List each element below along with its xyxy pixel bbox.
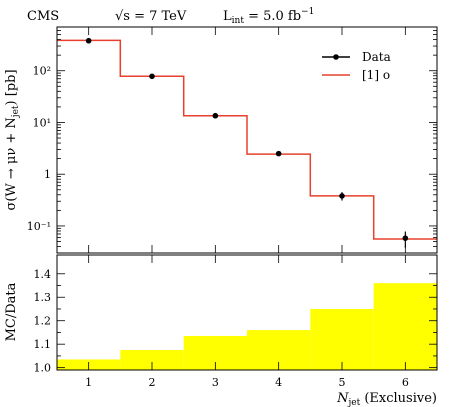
legend: Data [1] o xyxy=(322,50,391,82)
x-tick-label: 2 xyxy=(149,376,156,389)
luminosity-label: Lint = 5.0 fb−1 xyxy=(223,7,314,26)
data-point xyxy=(85,37,92,44)
main-plot-frame xyxy=(56,26,438,254)
ratio-plot-frame xyxy=(56,254,438,371)
ratio-bar xyxy=(373,283,437,370)
ratio-bar xyxy=(120,350,184,370)
y-tick-label: 10¹ xyxy=(33,116,51,129)
energy-label: √s = 7 TeV xyxy=(115,9,187,24)
ratio-y-tick-label: 1.4 xyxy=(34,268,52,281)
ratio-y-tick-label: 1.2 xyxy=(34,315,52,328)
legend-data-marker xyxy=(333,54,339,60)
ratio-panel: 1.0 1.1 1.2 1.3 1.4 1 2 3 4 5 6 MC/Data Njet (Exc… xyxy=(4,254,438,407)
y-tick-label: 10⁻¹ xyxy=(27,220,51,233)
legend-mc-label: [1] o xyxy=(362,68,390,82)
ratio-y-tick-label: 1.0 xyxy=(34,362,52,375)
data-point xyxy=(275,150,282,157)
x-tick-label: 6 xyxy=(402,376,409,389)
data-point xyxy=(402,235,409,241)
ratio-y-axis-label: MC/Data xyxy=(4,282,19,341)
x-tick-label: 1 xyxy=(85,376,92,389)
x-tick-label: 4 xyxy=(275,376,282,389)
y-tick-label: 1 xyxy=(44,168,51,181)
ratio-y-tick-label: 1.1 xyxy=(34,338,52,351)
legend-data-label: Data xyxy=(362,50,391,64)
data-point xyxy=(212,112,219,119)
ratio-bar xyxy=(310,308,374,370)
y-tick-label: 10² xyxy=(33,65,51,78)
data-point xyxy=(339,193,345,199)
ratio-y-tick-label: 1.3 xyxy=(34,291,52,304)
main-panel: 10² 10¹ 1 10⁻¹ σ(W → μν + Njet) [pb] Data [… xyxy=(4,26,438,254)
main-y-axis-label: σ(W → μν + Njet) [pb] xyxy=(4,69,21,210)
x-tick-label: 3 xyxy=(212,376,219,389)
mc-step-line xyxy=(57,39,437,240)
x-tick-label: 5 xyxy=(339,376,346,389)
x-axis-label: Njet (Exclusive) xyxy=(336,391,437,407)
data-point xyxy=(149,73,155,80)
cms-label: CMS xyxy=(27,9,59,24)
